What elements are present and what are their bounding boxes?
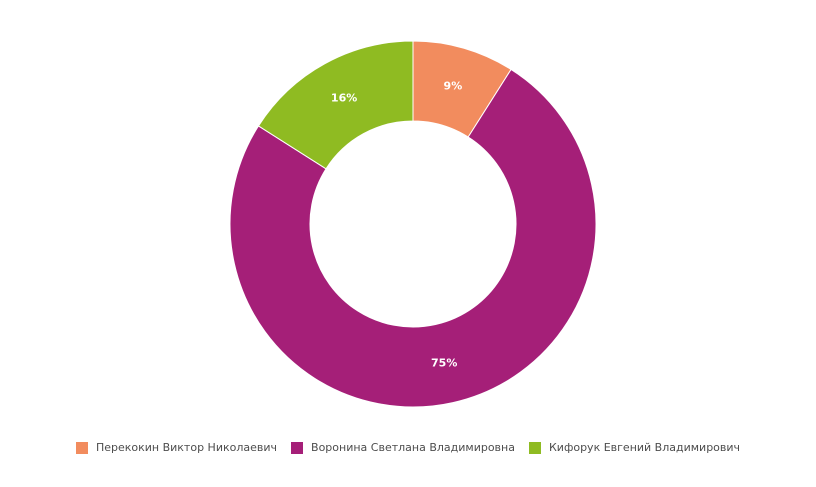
- slice-kiforuk[interactable]: [257, 40, 414, 170]
- legend-label-perekokin: Перекокин Виктор Николаевич: [95, 441, 278, 454]
- legend-item-kiforuk[interactable]: Кифорук Евгений Владимирович: [528, 441, 741, 454]
- slice-voronina[interactable]: [229, 68, 597, 408]
- legend-swatch-voronina: [291, 441, 304, 454]
- donut-slice-labels: 9% 75% 16%: [331, 80, 462, 370]
- legend-item-voronina[interactable]: Воронина Светлана Владимировна: [291, 441, 515, 454]
- slice-voronina-label: 75%: [431, 357, 457, 370]
- chart-legend: Перекокин Виктор Николаевич Воронина Све…: [0, 441, 816, 454]
- legend-label-voronina: Воронина Светлана Владимировна: [311, 441, 515, 454]
- legend-swatch-perekokin: [75, 441, 88, 454]
- slice-kiforuk-label: 16%: [331, 92, 357, 105]
- slice-perekokin-label: 9%: [444, 80, 463, 93]
- legend-label-kiforuk: Кифорук Евгений Владимирович: [548, 441, 741, 454]
- donut-slices: [229, 40, 597, 408]
- legend-item-perekokin[interactable]: Перекокин Виктор Николаевич: [75, 441, 278, 454]
- legend-swatch-kiforuk: [528, 441, 541, 454]
